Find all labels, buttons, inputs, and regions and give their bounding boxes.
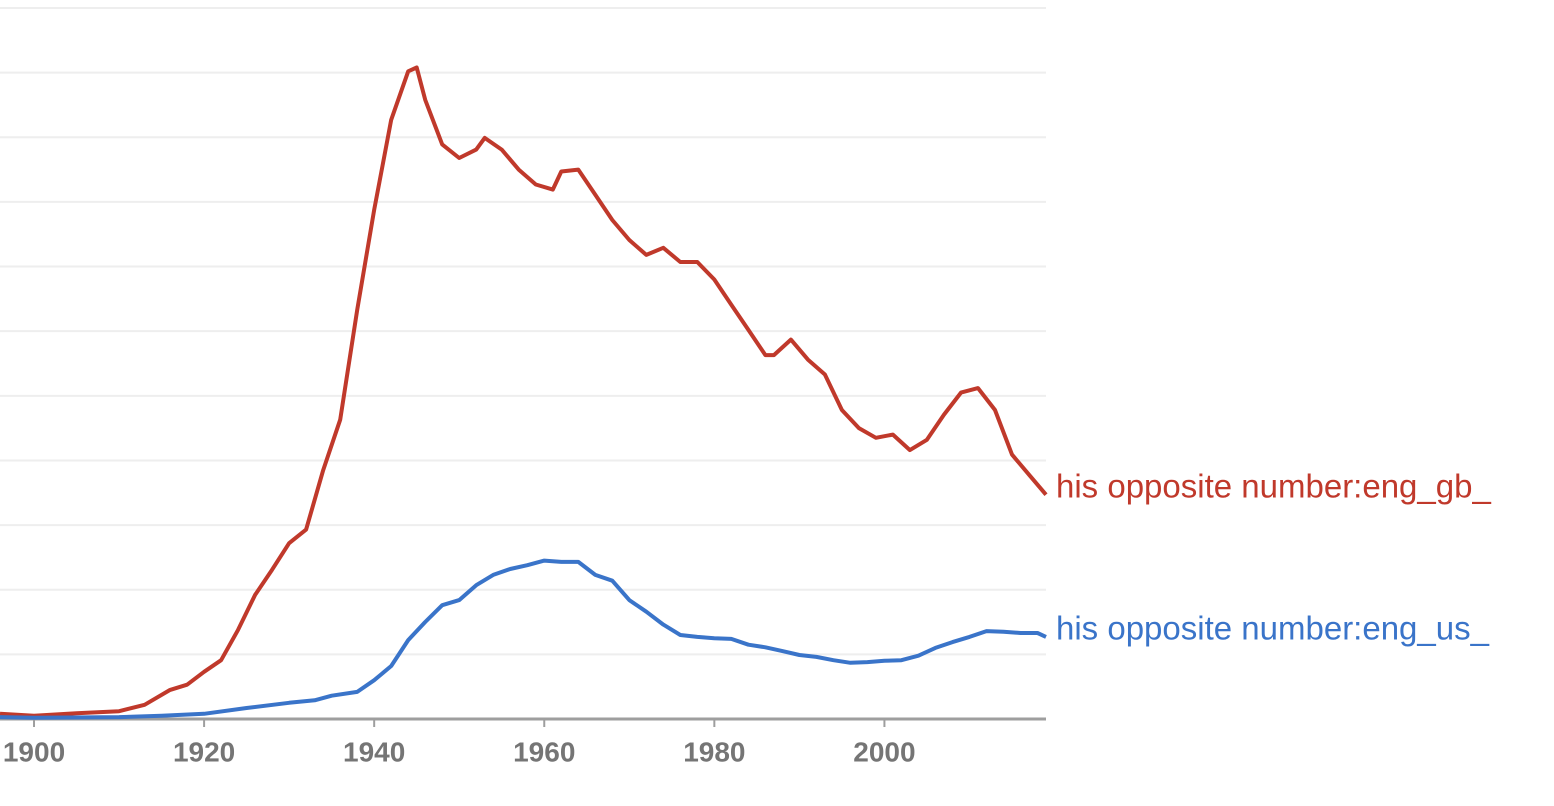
x-tick-label: 1900 <box>3 736 65 767</box>
series-line <box>0 558 1047 720</box>
x-tick-label: 1960 <box>513 736 575 767</box>
series-line <box>0 65 1048 718</box>
x-tick-label: 2000 <box>853 736 915 767</box>
series-label: his opposite number:eng_us_ <box>1056 610 1490 647</box>
series-label: his opposite number:eng_gb_ <box>1056 467 1491 504</box>
x-tick-label: 1980 <box>683 736 745 767</box>
x-tick-label: 1920 <box>173 736 235 767</box>
x-tick-label: 1940 <box>343 736 405 767</box>
